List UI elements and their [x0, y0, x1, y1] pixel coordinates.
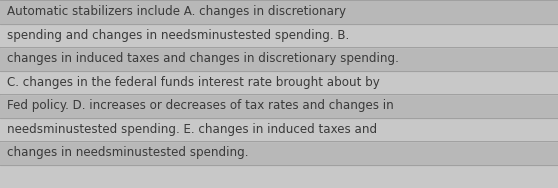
Bar [0, 70, 558, 94]
Bar [0, 0, 558, 24]
Text: needsminustested spending. E. changes in induced taxes and: needsminustested spending. E. changes in… [7, 123, 377, 136]
Bar [0, 141, 558, 164]
Bar [0, 118, 558, 141]
Text: changes in induced taxes and changes in discretionary spending.: changes in induced taxes and changes in … [7, 52, 399, 65]
Bar [0, 164, 558, 188]
Bar [0, 94, 558, 118]
Bar [0, 47, 558, 70]
Text: Automatic stabilizers include A. changes in discretionary: Automatic stabilizers include A. changes… [7, 5, 347, 18]
Text: spending and changes in needsminustested spending. B.: spending and changes in needsminustested… [7, 29, 349, 42]
Bar [0, 24, 558, 47]
Text: C. changes in the federal funds interest rate brought about by: C. changes in the federal funds interest… [7, 76, 380, 89]
Text: changes in needsminustested spending.: changes in needsminustested spending. [7, 146, 249, 159]
Text: Fed policy. D. increases or decreases of tax rates and changes in: Fed policy. D. increases or decreases of… [7, 99, 394, 112]
